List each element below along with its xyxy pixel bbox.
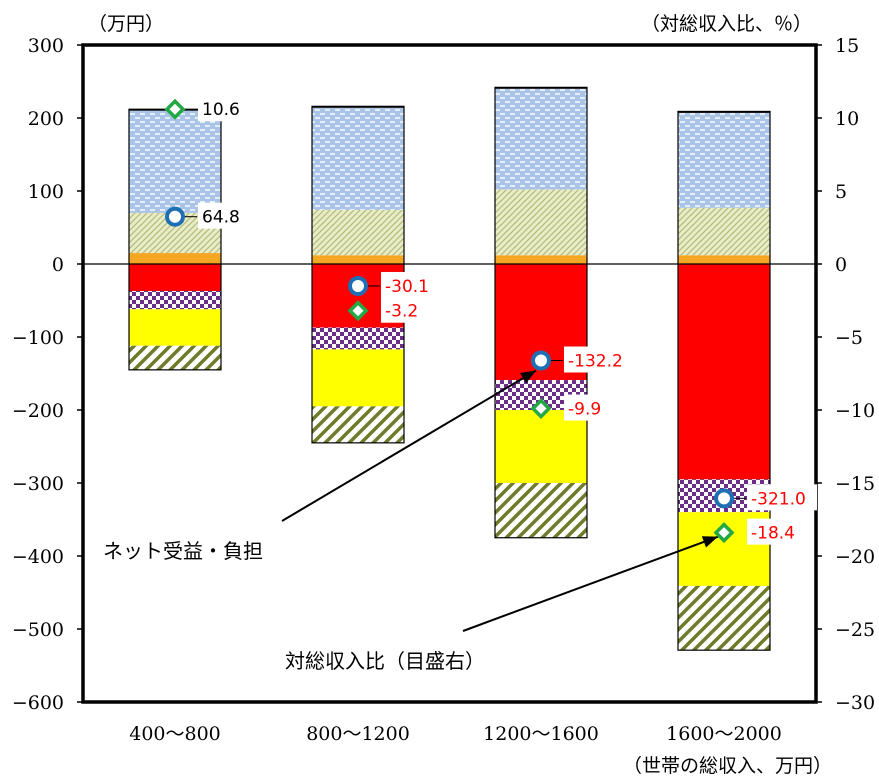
- right-tick-label: −25: [835, 619, 875, 641]
- bar-segment-blue-dashed: [678, 112, 770, 208]
- bar-segment-olive-hatch: [495, 189, 587, 256]
- bar-segment-black-line: [495, 87, 587, 89]
- data-label-bg: [747, 484, 817, 511]
- left-axis-ticks: 300 200 100 0 −100 −200 −300 −400 −500 −600: [12, 35, 83, 714]
- callout-arrow-line: [281, 369, 537, 522]
- bar-segment-olive-hatch: [678, 207, 770, 256]
- bar-segment-olive-diagonal: [129, 345, 221, 370]
- x-tick-label: 1200～1600: [483, 723, 599, 745]
- bar-segment-yellow: [129, 309, 221, 346]
- right-tick-label: 0: [835, 254, 847, 276]
- ratio-marker: [713, 522, 735, 544]
- right-tick-label: 15: [835, 35, 859, 57]
- right-tick-label: −10: [835, 400, 875, 422]
- bar-segment-orange: [129, 253, 221, 264]
- callout-arrow-line: [462, 535, 719, 632]
- left-tick-label: −400: [12, 546, 64, 568]
- bar-segment-orange: [495, 255, 587, 264]
- bar-segment-blue-dashed: [312, 107, 404, 210]
- left-tick-label: 0: [52, 254, 64, 276]
- left-tick-label: −200: [12, 400, 64, 422]
- data-label-bg: [198, 95, 248, 122]
- right-tick-label: 10: [835, 108, 859, 130]
- left-tick-label: 200: [28, 108, 64, 130]
- left-tick-label: −600: [12, 692, 64, 714]
- bar-segment-red: [129, 264, 221, 292]
- callout-arrow-head: [701, 536, 718, 548]
- net-benefit-marker: [348, 275, 368, 296]
- bar-segment-olive-diagonal: [678, 585, 770, 651]
- data-label: -321.0: [751, 489, 806, 509]
- bar-segment-purple-check: [129, 291, 221, 310]
- data-label-bg: [381, 296, 431, 323]
- bar-segment-purple-check: [312, 327, 404, 350]
- bar-segment-olive-hatch: [312, 209, 404, 256]
- markers-group: 64.8 10.6 -30.1 -3.2 -132.2 -9.9 -321.0 -18.4: [164, 95, 817, 545]
- data-label-bg: [564, 394, 614, 421]
- data-label: -132.2: [568, 352, 623, 372]
- left-axis-unit: （万円）: [88, 13, 164, 35]
- data-label: -3.2: [385, 302, 418, 322]
- bar-segment-red: [678, 264, 770, 480]
- bars-group: [128, 86, 771, 651]
- net-benefit-marker: [531, 350, 551, 371]
- bar-segment-orange: [678, 255, 770, 264]
- callout-arrows: [281, 369, 719, 632]
- left-tick-label: 300: [28, 35, 64, 57]
- bar-segment-yellow: [312, 349, 404, 407]
- right-axis-ticks: 15 10 5 0 −5 −10 −15 −20 −25 −30: [816, 35, 875, 714]
- right-tick-label: −20: [835, 546, 875, 568]
- callout-arrow-head: [520, 370, 536, 384]
- data-label: -18.4: [751, 524, 795, 544]
- data-label: 64.8: [202, 208, 240, 228]
- data-label: -30.1: [385, 277, 429, 297]
- bar-outline: [494, 86, 588, 539]
- left-tick-label: −300: [12, 473, 64, 495]
- net-benefit-marker: [714, 488, 734, 509]
- bar-segment-black-line: [678, 111, 770, 113]
- bar-segment-blue-dashed: [129, 110, 221, 213]
- bar-segment-olive-diagonal: [495, 483, 587, 538]
- left-tick-label: 100: [28, 181, 64, 203]
- x-tick-label: 400～800: [129, 723, 221, 745]
- ratio-marker: [164, 98, 186, 120]
- data-label-bg: [381, 271, 441, 298]
- data-label: 10.6: [202, 100, 240, 120]
- right-axis-unit: （対総収入比、％）: [641, 13, 812, 35]
- bar-segment-black-line: [312, 106, 404, 108]
- data-label: -9.9: [568, 400, 601, 420]
- data-label-bg: [747, 518, 807, 545]
- right-tick-label: −5: [835, 327, 863, 349]
- bar-segment-blue-dashed: [495, 88, 587, 190]
- data-label-bg: [198, 202, 248, 229]
- net-benefit-callout: ネット受益・負担: [103, 539, 263, 563]
- x-tick-label: 800～1200: [306, 723, 410, 745]
- left-tick-label: −500: [12, 619, 64, 641]
- right-tick-label: −30: [835, 692, 875, 714]
- ratio-marker: [347, 300, 369, 322]
- bar-segment-olive-diagonal: [312, 406, 404, 443]
- x-tick-label: 1600～2000: [666, 723, 782, 745]
- bar-segment-yellow: [495, 410, 587, 483]
- bar-outline: [677, 110, 771, 651]
- data-label-bg: [564, 346, 634, 373]
- right-tick-label: 5: [835, 181, 847, 203]
- bar-segment-orange: [312, 255, 404, 264]
- x-axis-ticks: 400～800 800～1200 1200～1600 1600～2000: [129, 723, 782, 745]
- ratio-marker: [530, 398, 552, 420]
- x-axis-label: （世帯の総収入、万円）: [623, 755, 832, 777]
- ratio-callout: 対総収入比（目盛右）: [285, 649, 485, 673]
- net-benefit-marker: [165, 206, 185, 227]
- left-tick-label: −100: [12, 327, 64, 349]
- right-tick-label: −15: [835, 473, 875, 495]
